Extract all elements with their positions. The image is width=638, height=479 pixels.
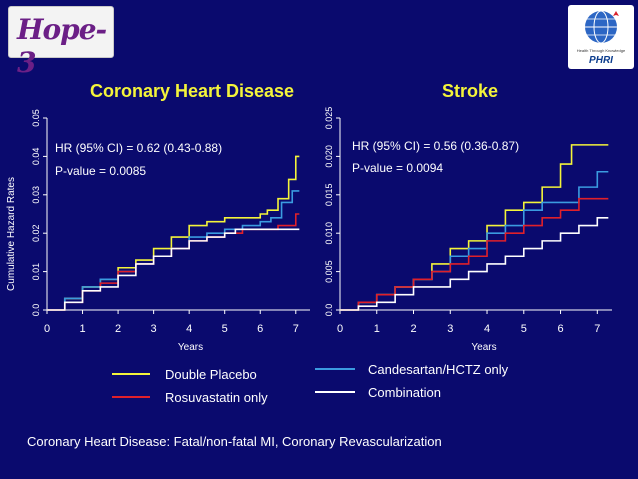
hr-annotation: HR (95% CI) = 0.56 (0.36-0.87) — [352, 139, 519, 153]
x-tick-label: 5 — [222, 323, 228, 335]
x-tick-label: 2 — [115, 323, 121, 335]
legend-label-combination: Combination — [368, 385, 441, 400]
x-tick-label: 6 — [257, 323, 263, 335]
footnote: Coronary Heart Disease: Fatal/non-fatal … — [27, 434, 442, 449]
series-line-rosuvastatin-only — [340, 197, 609, 311]
y-tick-label: 0.010 — [324, 222, 334, 245]
y-tick-label: 0.025 — [324, 107, 334, 130]
p-value-annotation: P-value = 0.0085 — [55, 164, 146, 178]
y-tick-label: 0.0 — [31, 304, 41, 317]
x-tick-label: 6 — [557, 323, 563, 335]
series-line-rosuvastatin-only — [47, 213, 300, 311]
x-tick-label: 1 — [79, 323, 85, 335]
x-tick-label: 7 — [293, 323, 299, 335]
chd-chart: Coronary Heart Disease 0.0 0.01 0.02 0.03 0.0… — [6, 81, 310, 353]
y-tick-label: 0.0 — [324, 304, 334, 317]
hope3-logo-text: Hope-3 — [17, 13, 107, 79]
x-tick-label: 3 — [447, 323, 453, 335]
x-tick-label: 0 — [337, 323, 343, 335]
globe-icon — [585, 10, 619, 44]
y-tick-label: 0.020 — [324, 145, 334, 168]
chart-title: Coronary Heart Disease — [90, 81, 294, 101]
y-tick-label: 0.03 — [31, 186, 41, 204]
y-tick-label: 0.005 — [324, 260, 334, 283]
chart-canvas: Coronary Heart Disease0.00.010.020.030.0… — [6, 81, 612, 353]
y-tick-label: 0.02 — [31, 224, 41, 242]
legend-label-candesartan-hctz-only: Candesartan/HCTZ only — [368, 362, 509, 377]
p-value-annotation: P-value = 0.0094 — [352, 161, 443, 175]
hope3-logo: Hope-3 — [8, 6, 114, 79]
series-line-combination — [340, 217, 609, 311]
y-tick-label: 0.05 — [31, 109, 41, 127]
y-tick-label: 0.01 — [31, 263, 41, 281]
x-tick-label: 1 — [374, 323, 380, 335]
series-line-candesartan-hctz-only — [47, 190, 300, 311]
phri-logo: Health Through Knowledge PHRI — [568, 5, 634, 69]
x-tick-label: 4 — [484, 323, 490, 335]
phri-tagline: Health Through Knowledge — [576, 48, 626, 53]
y-tick-label: 0.04 — [31, 148, 41, 166]
phri-logo-text: PHRI — [589, 55, 613, 66]
y-tick-label: 0.015 — [324, 184, 334, 207]
legend: Double Placebo Rosuvastatin only Candesart… — [112, 362, 509, 405]
series-line-combination — [47, 228, 300, 311]
x-tick-label: 5 — [521, 323, 527, 335]
x-axis-label: Years — [471, 342, 496, 353]
y-axis-label: Cumulative Hazard Rates — [6, 177, 17, 291]
legend-label-rosuvastatin-only: Rosuvastatin only — [165, 390, 268, 405]
hr-annotation: HR (95% CI) = 0.62 (0.43-0.88) — [55, 141, 222, 155]
legend-label-double-placebo: Double Placebo — [165, 367, 257, 382]
x-tick-label: 4 — [186, 323, 192, 335]
x-tick-label: 2 — [410, 323, 416, 335]
stroke-chart: Stroke 0.0 0.005 0.010 0.015 0.020 0.025 0 1 2 3 4 5… — [324, 81, 612, 353]
x-tick-label: 0 — [44, 323, 50, 335]
x-tick-label: 7 — [594, 323, 600, 335]
x-tick-label: 3 — [151, 323, 157, 335]
x-axis-label: Years — [178, 342, 203, 353]
chart-title: Stroke — [442, 81, 498, 101]
